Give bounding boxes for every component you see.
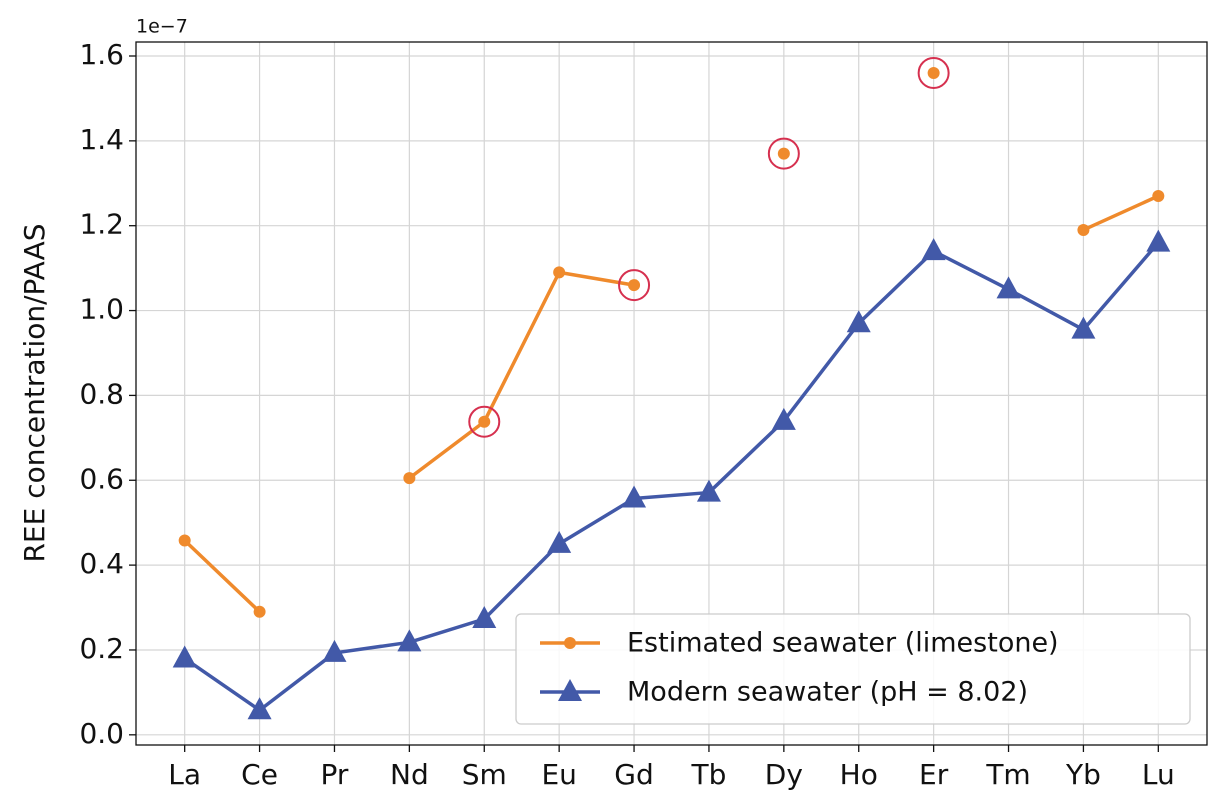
y-tick-label: 1.2 bbox=[79, 208, 124, 241]
data-point bbox=[1071, 316, 1096, 339]
data-point bbox=[253, 605, 266, 618]
data-point bbox=[178, 534, 191, 547]
x-tick-label: Tb bbox=[691, 758, 727, 791]
data-point bbox=[472, 605, 497, 628]
y-tick-label: 1.0 bbox=[79, 293, 124, 326]
x-tick-label: Pr bbox=[321, 758, 349, 791]
x-tick-label: Ho bbox=[840, 758, 878, 791]
data-point bbox=[628, 279, 641, 292]
x-tick-label: Yb bbox=[1065, 758, 1101, 791]
highlight-ring bbox=[618, 269, 651, 302]
highlight-ring bbox=[767, 137, 800, 170]
data-point bbox=[322, 639, 347, 662]
data-point bbox=[1152, 190, 1165, 203]
y-tick-label: 0.8 bbox=[79, 377, 124, 410]
plot-frame bbox=[135, 41, 1208, 746]
legend-label: Modern seawater (pH = 8.02) bbox=[627, 677, 1028, 708]
series-line bbox=[183, 241, 1160, 712]
y-tick-label: 1.6 bbox=[79, 38, 124, 71]
data-point bbox=[1146, 229, 1171, 252]
data-point bbox=[1077, 223, 1090, 236]
highlight-ring bbox=[917, 56, 950, 89]
y-tick-label: 0.6 bbox=[79, 462, 124, 495]
data-point bbox=[777, 147, 790, 160]
x-tick-label: Dy bbox=[765, 758, 803, 791]
x-tick-label: Lu bbox=[1142, 758, 1175, 791]
data-point bbox=[921, 238, 946, 261]
x-tick-label: Gd bbox=[614, 758, 653, 791]
x-tick-label: Sm bbox=[462, 758, 507, 791]
data-point bbox=[547, 530, 572, 553]
legend-label: Estimated seawater (limestone) bbox=[627, 628, 1059, 659]
x-tick-label: Tm bbox=[985, 758, 1030, 791]
data-point bbox=[553, 266, 566, 279]
x-tick-label: Ce bbox=[241, 758, 278, 791]
x-tick-label: La bbox=[168, 758, 201, 791]
data-point bbox=[478, 415, 491, 428]
data-point bbox=[172, 645, 197, 668]
series-line bbox=[183, 194, 1160, 614]
data-point bbox=[846, 310, 871, 333]
x-tick-label: Nd bbox=[390, 758, 429, 791]
data-point bbox=[771, 407, 796, 430]
data-point bbox=[397, 629, 422, 652]
y-tick-label: 1.4 bbox=[79, 123, 124, 156]
x-tick-label: Er bbox=[919, 758, 949, 791]
legend-marker bbox=[558, 679, 582, 701]
data-point bbox=[403, 472, 416, 485]
legend-marker bbox=[564, 637, 576, 649]
highlight-ring bbox=[468, 405, 501, 438]
data-point bbox=[927, 66, 940, 79]
y-tick-label: 0.2 bbox=[79, 632, 124, 665]
x-tick-label: Eu bbox=[541, 758, 576, 791]
data-point bbox=[996, 276, 1021, 299]
y-tick-label: 0.4 bbox=[79, 547, 124, 580]
data-point bbox=[622, 485, 647, 508]
y-axis-label: REE concentration/PAAS bbox=[18, 223, 51, 562]
legend-box bbox=[515, 613, 1191, 725]
data-point bbox=[696, 479, 721, 502]
y-offset-label: 1e−7 bbox=[136, 16, 188, 38]
data-point bbox=[247, 697, 272, 720]
y-tick-label: 0.0 bbox=[79, 717, 124, 750]
